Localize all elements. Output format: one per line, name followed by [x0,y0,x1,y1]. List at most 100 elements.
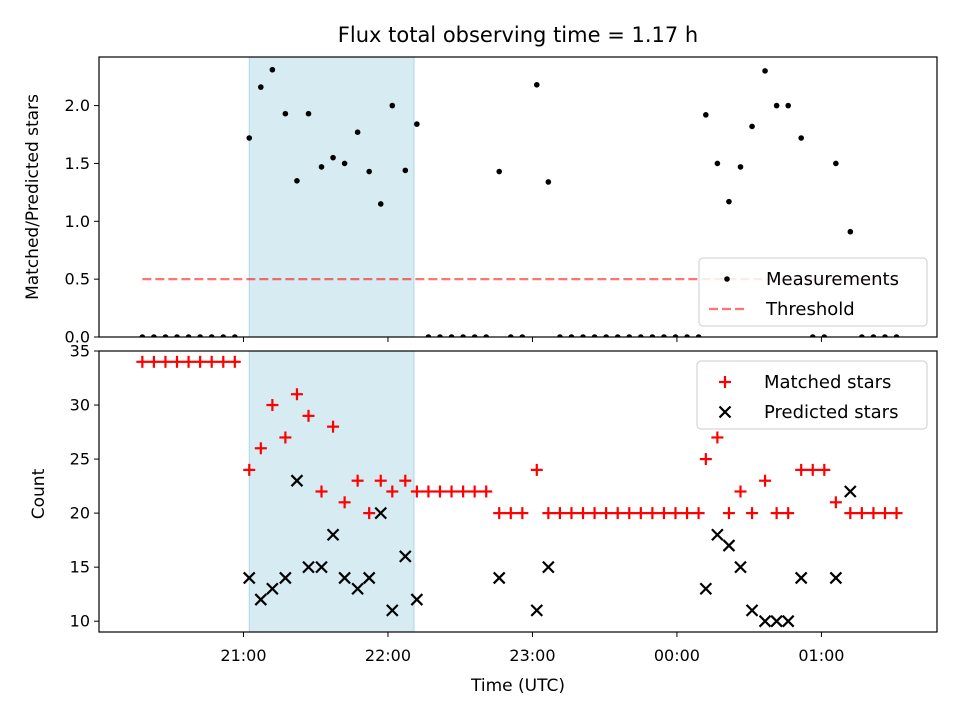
matched-stars-point [867,507,880,520]
y-tick-label: 0.5 [65,270,90,289]
matched-stars-point [890,507,903,520]
measurement-point [162,334,169,337]
predicted-stars-point [530,604,544,617]
predicted-stars-point [315,560,328,574]
matched-stars-point [205,355,218,368]
predicted-stars-point [362,571,376,585]
matched-stars-point [374,474,387,487]
top-y-axis-label: Matched/Predicted stars [23,94,43,300]
predicted-stars-point [326,528,340,542]
matched-stars-point [194,355,207,368]
bottom-y-axis-label: Count [29,468,49,519]
predicted-stars-point [279,571,292,585]
matched-stars-point [553,507,566,520]
matched-stars-point [433,485,446,498]
predicted-stars-point [770,614,783,628]
matched-stars-point [493,507,506,520]
matched-stars-point [217,355,230,368]
y-tick-label: 1.0 [65,212,90,231]
measurement-point [798,135,804,141]
matched-stars-point [290,388,303,401]
predicted-stars-point [781,614,795,628]
matched-stars-point [722,507,735,520]
legend-predicted-marker [718,405,732,419]
predicted-stars-point [338,571,351,585]
x-tick-label: 01:00 [798,646,844,665]
measurement-point [649,334,656,337]
predicted-stars-point [399,550,412,563]
measurement-point [507,334,514,337]
top-legend: Measurements Threshold [698,257,928,327]
measurement-point [809,334,816,337]
y-tick-label: 25 [70,450,90,469]
matched-stars-point [266,399,279,412]
y-tick-label: 30 [70,396,90,415]
matched-stars-point [422,485,435,498]
matched-stars-point [338,496,351,509]
matched-stars-point [669,507,682,520]
matched-stars-point [182,355,195,368]
legend-label: Measurements [766,269,899,290]
matched-stars-point [623,507,636,520]
predicted-stars-point [794,571,808,585]
measurement-point [389,102,396,109]
predicted-stars-point [254,593,268,606]
measurement-point [471,334,478,337]
x-axis-label: Time (UTC) [470,676,565,696]
predicted-stars-point [722,539,736,552]
measurement-point [402,167,409,174]
measurement-point [614,334,621,337]
matched-stars-point [818,463,831,476]
predicted-stars-point [374,506,388,520]
measurement-point [377,201,384,207]
matched-stars-point [657,507,670,520]
legend-measurements-marker [724,276,730,282]
measurement-point [533,81,540,88]
x-tick-label: 00:00 [654,646,700,665]
bottom-axes-frame [98,350,938,633]
predicted-stars-point [266,582,279,596]
y-tick-label: 10 [70,612,90,631]
matched-stars-point [806,463,819,476]
y-tick-label: 35 [70,342,90,361]
measurement-point [139,334,146,337]
measurement-point [174,334,180,337]
matched-stars-point [711,431,724,444]
matched-stars-point [692,507,705,520]
matched-stars-point [634,507,647,520]
matched-stars-point [399,474,412,487]
matched-stars-point [159,355,172,368]
matched-stars-point [243,463,256,476]
measurement-point [483,334,490,337]
measurement-point [232,334,238,337]
legend-box [698,257,928,327]
predicted-stars-point [844,485,857,498]
matched-stars-point [795,463,808,476]
matched-stars-point [681,507,694,520]
bottom-plot-area [136,355,903,628]
matched-stars-point [530,463,543,476]
measurement-point [833,160,839,167]
measurement-point [737,164,744,170]
measurement-point [294,178,300,184]
measurement-point [318,164,325,170]
measurement-point [603,334,609,337]
measurement-point [762,68,768,74]
matched-stars-point [315,485,328,498]
measurement-point [821,334,828,337]
measurement-point [703,112,709,118]
predicted-stars-point [351,582,364,596]
matched-stars-point [588,507,601,520]
x-tick-label: 21:00 [220,646,266,665]
measurement-point [893,334,900,337]
matched-stars-point [611,507,624,520]
y-tick-label: 2.0 [65,96,90,115]
predicted-stars-point [386,604,399,617]
measurement-point [496,168,503,175]
matched-stars-point [228,355,241,368]
matched-stars-point [410,485,423,498]
measurement-point [269,66,276,73]
measurement-point [882,334,888,337]
matched-stars-point [327,420,340,433]
matched-stars-point [542,507,555,520]
